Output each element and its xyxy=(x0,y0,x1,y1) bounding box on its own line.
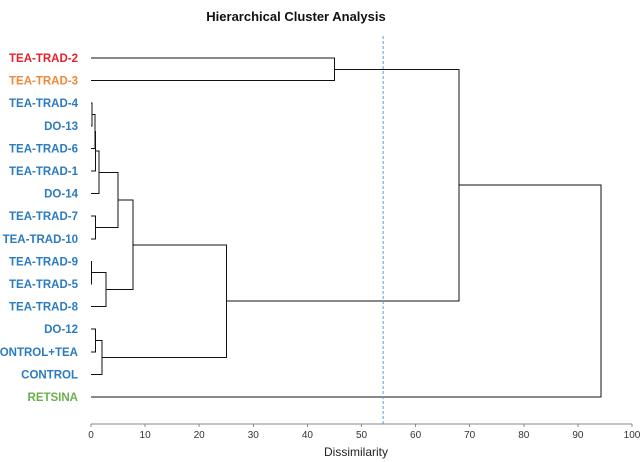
dendrogram-link xyxy=(106,199,134,291)
dendrogram-link xyxy=(91,184,602,398)
leaf-label: TEA-TRAD-1 xyxy=(9,166,79,178)
leaf-label: TEA-TRAD-4 xyxy=(9,98,79,110)
leaf-label: RETSINA xyxy=(28,392,78,404)
x-tick-label: 100 xyxy=(624,430,640,441)
leaf-label: TEA-TRAD-7 xyxy=(9,211,78,223)
leaf-label: TEA-TRAD-5 xyxy=(9,279,79,291)
leaf-label: TEA-TRAD-2 xyxy=(9,53,78,65)
dendrogram-link xyxy=(91,215,96,240)
x-tick-label: 90 xyxy=(572,430,584,441)
x-tick-label: 40 xyxy=(302,430,314,441)
leaf-label: TEA-TRAD-8 xyxy=(9,302,79,314)
dendrogram-link xyxy=(91,260,93,285)
leaf-label: TEA-TRAD-6 xyxy=(9,143,78,155)
leaf-label: TEA-TRAD-9 xyxy=(9,256,78,268)
x-tick-label: 80 xyxy=(518,430,530,441)
x-tick-label: 0 xyxy=(88,430,94,441)
dendrogram-link xyxy=(226,68,460,302)
dendrogram-link xyxy=(91,340,103,375)
leaf-label: TEA-TRAD-3 xyxy=(9,76,78,88)
x-tick-label: 10 xyxy=(140,430,152,441)
x-tick-label: 70 xyxy=(464,430,476,441)
x-axis-label: Dissimilarity xyxy=(324,445,388,459)
x-tick-label: 20 xyxy=(194,430,206,441)
leaf-label: DO-14 xyxy=(44,189,78,201)
x-tick-label: 60 xyxy=(410,430,422,441)
chart-title: Hierarchical Cluster Analysis xyxy=(206,9,385,24)
x-tick-label: 50 xyxy=(356,430,368,441)
dendrogram-link xyxy=(91,328,96,353)
dendrogram-link xyxy=(91,102,93,127)
leaf-label: CONTROL+TEA xyxy=(0,347,78,359)
leaf-label: DO-12 xyxy=(44,324,78,336)
dendrogram-link xyxy=(91,272,107,308)
leaf-label: TEA-TRAD-10 xyxy=(3,234,78,246)
leaf-label: DO-13 xyxy=(44,121,78,133)
dendrogram-link xyxy=(101,244,227,358)
x-tick-label: 30 xyxy=(248,430,260,441)
dendrogram-link xyxy=(91,57,335,82)
dendrogram-link xyxy=(91,114,96,149)
dendrogram-links xyxy=(91,57,602,398)
leaf-label: CONTROL xyxy=(21,369,78,381)
leaf-labels: TEA-TRAD-2 TEA-TRAD-3 TEA-TRAD-4 DO-13 TEA-T… xyxy=(0,53,79,404)
x-axis-ticks: 0 10 20 30 40 50 60 70 80 90 100 xyxy=(88,424,640,441)
